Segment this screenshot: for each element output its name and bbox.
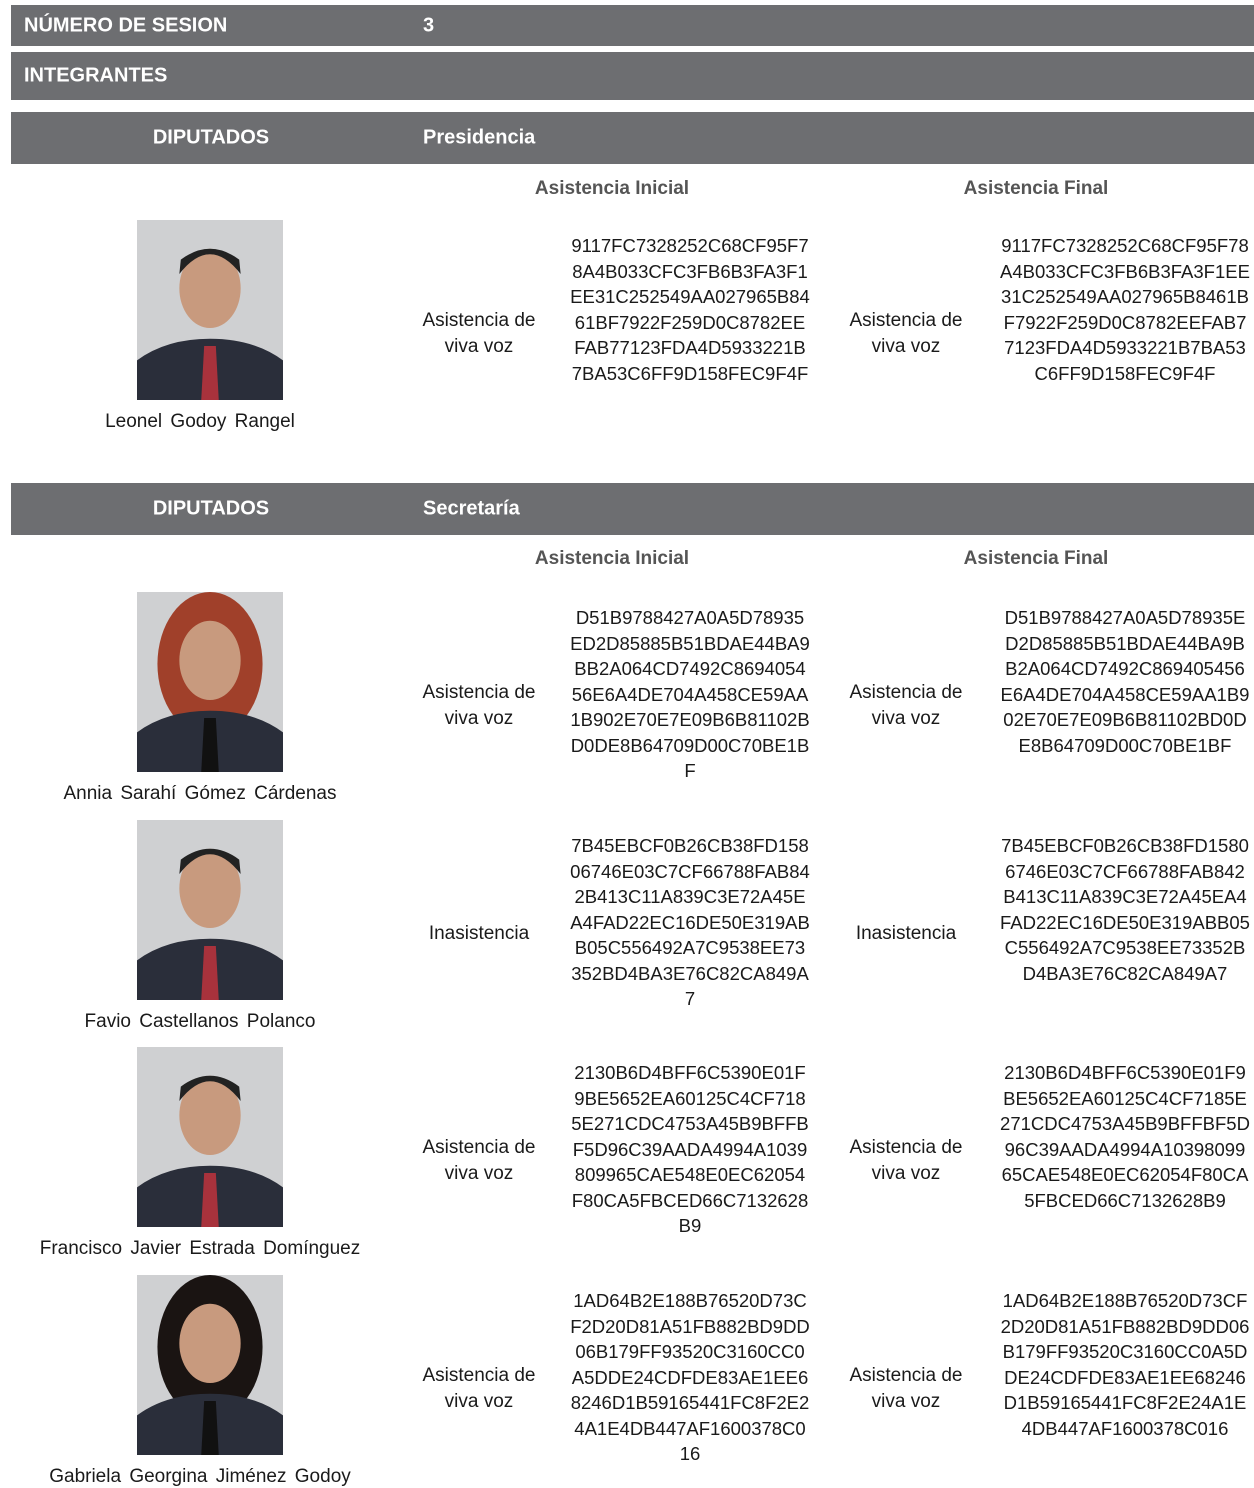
member-name: Annia Sarahí Gómez Cárdenas [63,783,337,804]
section-header: DIPUTADOS [152,126,270,149]
session-label: NÚMERO DE SESION [24,14,228,36]
initial-status: Asistencia de viva voz [422,1137,536,1184]
member-photo [137,592,283,772]
initial-status: Inasistencia [428,923,530,944]
member-photo [137,1047,283,1227]
final-status: Asistencia de viva voz [849,1365,963,1412]
photo-figure [137,220,283,400]
final-hash: D51B9788427A0A5D78935ED2D85885B51BDAE44B… [1000,607,1250,756]
member-photo [137,1275,283,1455]
final-hash: 7B45EBCF0B26CB38FD15806746E03C7CF66788FA… [1000,835,1250,984]
final-header: Asistencia Final [963,178,1109,199]
members-label: INTEGRANTES [24,64,168,87]
final-status: Asistencia de viva voz [849,682,963,729]
final-hash: 1AD64B2E188B76520D73CF2D20D81A51FB882BD9… [1000,1290,1250,1439]
final-hash: 2130B6D4BFF6C5390E01F9BE5652EA60125C4CF7… [1000,1062,1250,1211]
final-status: Asistencia de viva voz [849,1137,963,1184]
section-bar: DIPUTADOS Presidencia [11,112,1254,164]
initial-status: Asistencia de viva voz [422,1365,536,1412]
member-name: Gabriela Georgina Jiménez Godoy [49,1466,351,1487]
section-bar: DIPUTADOS Secretaría [11,483,1254,535]
section-role: Secretaría [423,497,520,520]
photo-figure [137,592,283,772]
member-photo [137,220,283,400]
initial-header: Asistencia Inicial [534,178,690,199]
initial-status: Asistencia de viva voz [422,310,536,357]
final-hash: 9117FC7328252C68CF95F78A4B033CFC3FB6B3FA… [1000,235,1250,384]
section-header: DIPUTADOS [152,497,270,520]
members-bar: INTEGRANTES [11,52,1254,100]
photo-figure [137,820,283,1000]
initial-hash: 7B45EBCF0B26CB38FD15806746E03C7CF66788FA… [570,835,810,1009]
initial-hash: 9117FC7328252C68CF95F78A4B033CFC3FB6B3FA… [570,235,810,384]
final-header: Asistencia Final [963,548,1109,569]
initial-hash: 2130B6D4BFF6C5390E01F9BE5652EA60125C4CF7… [571,1062,809,1236]
session-bar: NÚMERO DE SESION 3 [11,5,1254,46]
initial-header: Asistencia Inicial [534,548,690,569]
member-name: Favio Castellanos Polanco [84,1011,316,1032]
initial-status: Asistencia de viva voz [422,682,536,729]
member-name: Leonel Godoy Rangel [105,411,295,432]
photo-figure [137,1275,283,1455]
photo-figure [137,1047,283,1227]
initial-hash: 1AD64B2E188B76520D73CF2D20D81A51FB882BD9… [570,1290,810,1464]
member-photo [137,820,283,1000]
session-value: 3 [423,14,435,36]
final-status: Asistencia de viva voz [849,310,963,357]
initial-hash: D51B9788427A0A5D78935ED2D85885B51BDAE44B… [570,607,810,781]
section-role: Presidencia [423,126,536,149]
member-name: Francisco Javier Estrada Domínguez [39,1238,361,1259]
final-status: Inasistencia [855,923,957,944]
